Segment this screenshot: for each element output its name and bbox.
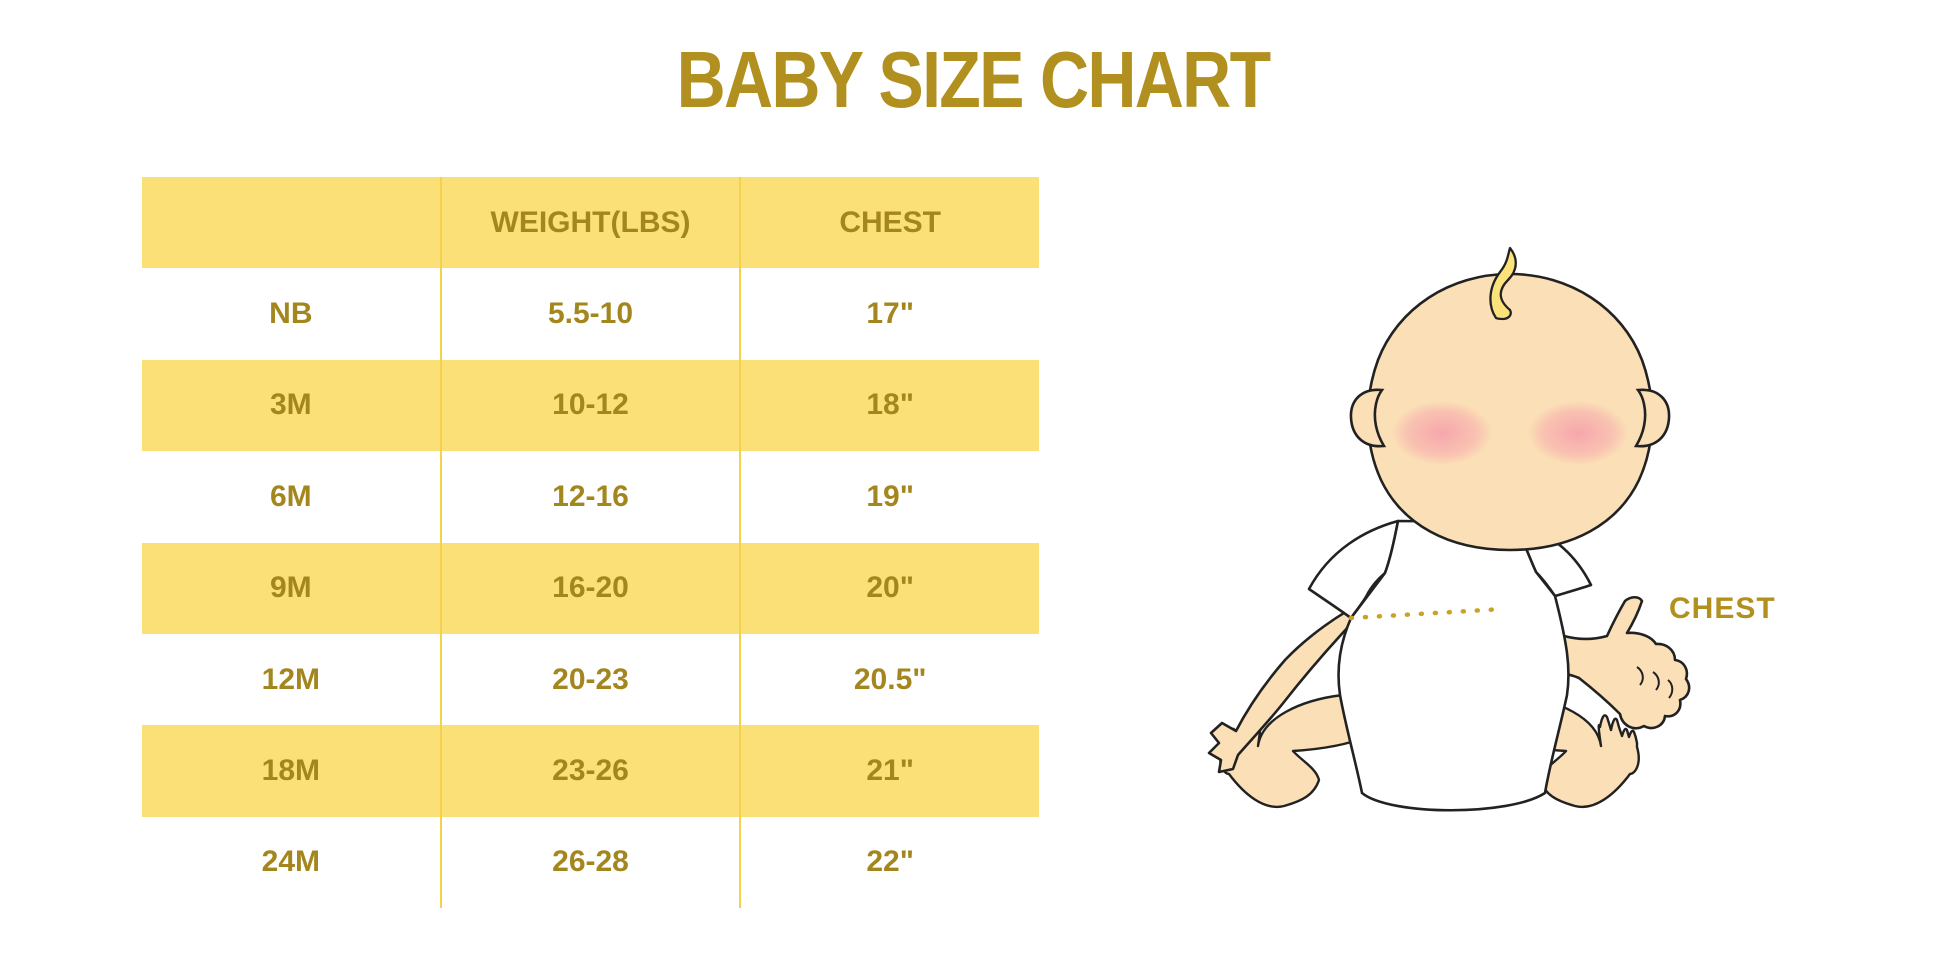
- svg-text:CHEST: CHEST: [1669, 592, 1776, 625]
